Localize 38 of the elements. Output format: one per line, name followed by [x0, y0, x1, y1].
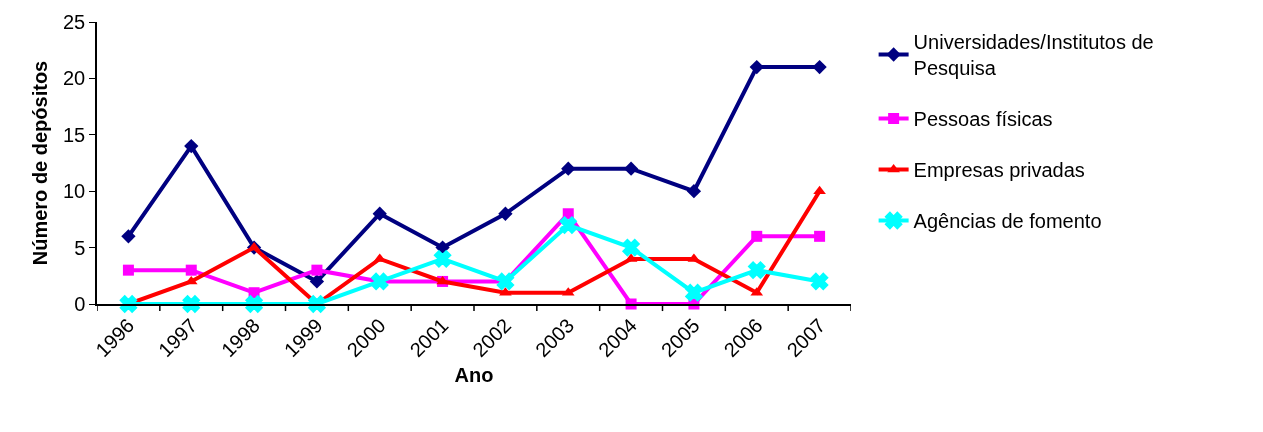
point: [559, 216, 577, 234]
point: [308, 295, 326, 313]
point: [748, 261, 766, 279]
point: [309, 274, 325, 289]
point: [185, 264, 197, 276]
x-axis-title: Ano: [454, 364, 494, 387]
point: [119, 295, 138, 313]
y-tick-label: 5: [74, 236, 86, 259]
y-axis-title: Número de depósitos: [29, 60, 51, 266]
point: [184, 138, 199, 154]
point: [498, 206, 513, 221]
point: [182, 295, 200, 313]
y-tick-label: 10: [63, 180, 86, 203]
point: [372, 206, 387, 221]
point: [810, 272, 829, 291]
legend-label: Agências de fomento: [913, 210, 1102, 233]
point: [311, 264, 323, 276]
y-tick-label: 0: [74, 293, 86, 315]
point: [623, 161, 639, 176]
point: [622, 238, 640, 257]
legend-label: Universidades/Institutos de Pesquisa: [913, 31, 1154, 80]
legend-label: Empresas privadas: [913, 159, 1085, 182]
point: [685, 284, 703, 302]
point: [561, 161, 576, 176]
point: [686, 184, 702, 199]
y-tick-label: 20: [63, 67, 86, 90]
y-tick-label: 15: [63, 123, 86, 146]
point: [122, 264, 134, 276]
y-tick-label: 25: [63, 11, 86, 33]
point: [812, 59, 827, 75]
point: [433, 250, 452, 268]
point: [371, 272, 389, 291]
point: [749, 59, 764, 75]
point: [496, 272, 515, 291]
point: [121, 229, 136, 244]
point: [814, 230, 826, 242]
legend-label: Pessoas físicas: [913, 108, 1053, 131]
point: [751, 230, 763, 242]
